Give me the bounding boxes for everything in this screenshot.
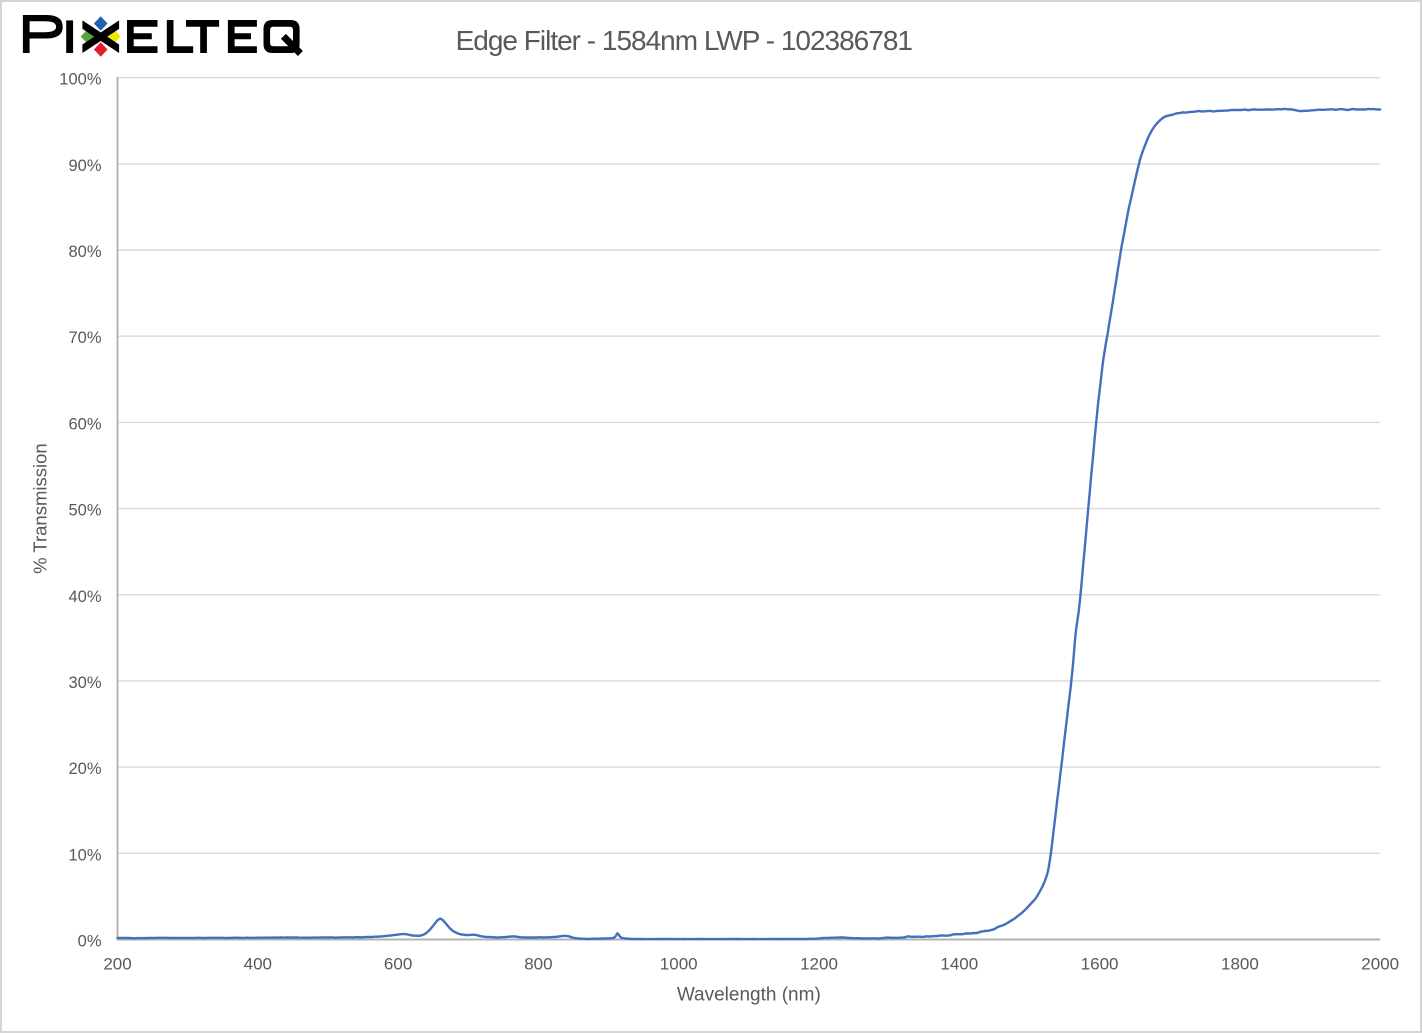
svg-text:40%: 40% xyxy=(68,588,101,606)
svg-text:800: 800 xyxy=(524,955,552,974)
svg-text:100%: 100% xyxy=(59,71,102,89)
svg-text:50%: 50% xyxy=(68,502,101,520)
svg-text:80%: 80% xyxy=(68,243,101,261)
svg-text:Wavelength (nm): Wavelength (nm) xyxy=(677,985,821,1006)
svg-text:Edge Filter - 1584nm LWP - 102: Edge Filter - 1584nm LWP - 102386781 xyxy=(456,25,913,56)
svg-text:10%: 10% xyxy=(68,846,101,864)
svg-text:1000: 1000 xyxy=(660,955,698,974)
svg-text:90%: 90% xyxy=(68,157,101,175)
svg-text:2000: 2000 xyxy=(1361,955,1399,974)
svg-text:1400: 1400 xyxy=(940,955,978,974)
svg-text:20%: 20% xyxy=(68,760,101,778)
svg-text:1600: 1600 xyxy=(1081,955,1119,974)
svg-text:1800: 1800 xyxy=(1221,955,1259,974)
svg-text:0%: 0% xyxy=(78,933,102,951)
svg-text:200: 200 xyxy=(103,955,131,974)
svg-text:60%: 60% xyxy=(68,415,101,433)
svg-text:600: 600 xyxy=(384,955,412,974)
svg-text:70%: 70% xyxy=(68,329,101,347)
svg-text:1200: 1200 xyxy=(800,955,838,974)
svg-text:30%: 30% xyxy=(68,674,101,692)
svg-text:400: 400 xyxy=(244,955,272,974)
svg-text:% Transmission: % Transmission xyxy=(30,443,51,574)
